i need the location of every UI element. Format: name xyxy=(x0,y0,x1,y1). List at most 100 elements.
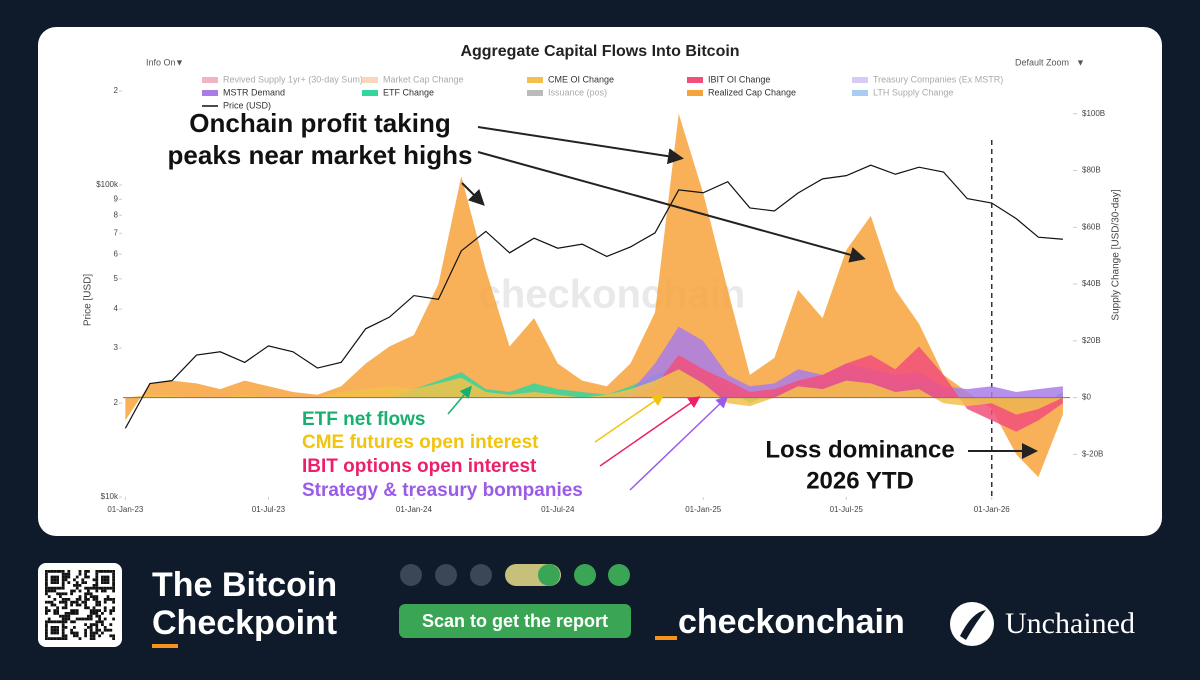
y-tick-label: 2 xyxy=(114,398,119,407)
qr-module xyxy=(89,586,93,590)
qr-module xyxy=(70,631,73,635)
legend-label[interactable]: Realized Cap Change xyxy=(708,87,796,97)
qr-module xyxy=(101,575,104,579)
qr-module xyxy=(47,620,51,624)
qr-module xyxy=(81,600,85,604)
qr-module xyxy=(89,631,93,635)
legend-label[interactable]: Price (USD) xyxy=(223,100,271,110)
zoom-toggle[interactable]: Default Zoom xyxy=(1015,57,1069,67)
legend-swatch xyxy=(527,90,543,96)
qr-module xyxy=(95,628,99,632)
qr-module xyxy=(84,628,87,632)
y-tick-label: 3 xyxy=(114,343,119,352)
qr-module xyxy=(89,614,93,618)
legend-swatch xyxy=(687,90,703,96)
qr-module xyxy=(61,634,65,638)
button-label[interactable]: Scan to get the report xyxy=(422,611,608,631)
qr-module xyxy=(45,626,48,629)
qr-module xyxy=(53,620,57,624)
progress-dots xyxy=(400,564,630,586)
annotation: Loss dominance xyxy=(765,436,954,463)
qr-module xyxy=(61,606,65,610)
qr-module xyxy=(64,620,68,624)
qr-module xyxy=(81,578,85,582)
qr-module xyxy=(95,589,99,593)
arrow xyxy=(477,151,866,263)
arrow xyxy=(594,394,665,443)
qr-module xyxy=(56,628,59,632)
qr-module xyxy=(95,586,99,590)
qr-module xyxy=(61,578,65,582)
qr-module xyxy=(101,620,104,624)
qr-module xyxy=(106,586,110,590)
qr-module xyxy=(67,612,71,615)
info-toggle[interactable]: Info On xyxy=(146,57,176,67)
legend-label[interactable]: Market Cap Change xyxy=(383,74,464,84)
report-button[interactable] xyxy=(399,604,631,638)
qr-module xyxy=(95,623,99,626)
qr-module xyxy=(106,578,110,582)
annotation: Onchain profit taking xyxy=(189,108,450,138)
qr-module xyxy=(53,637,57,640)
qr-module xyxy=(47,595,51,598)
qr-module xyxy=(45,592,48,596)
dot xyxy=(400,564,422,586)
qr-module xyxy=(61,572,65,576)
qr-module xyxy=(73,626,76,629)
qr-module xyxy=(47,600,51,604)
legend-label[interactable]: MSTR Demand xyxy=(223,87,285,97)
chart-title: Aggregate Capital Flows Into Bitcoin xyxy=(460,43,739,60)
qr-module xyxy=(89,634,93,638)
qr-module xyxy=(112,572,115,576)
legend-label[interactable]: Treasury Companies (Ex MSTR) xyxy=(873,74,1003,84)
qr-module xyxy=(92,623,96,626)
qr-module xyxy=(101,578,104,582)
qr-module xyxy=(106,595,110,598)
qr-module xyxy=(98,600,101,604)
qr-module xyxy=(78,617,82,621)
legend-label[interactable]: Issuance (pos) xyxy=(548,87,607,97)
qr-module xyxy=(45,584,48,587)
dot xyxy=(470,564,492,586)
y2-tick-label: $100B xyxy=(1082,109,1105,118)
legend-label[interactable]: Revived Supply 1yr+ (30-day Sum) xyxy=(223,74,363,84)
legend-label[interactable]: CME OI Change xyxy=(548,74,614,84)
accent xyxy=(152,644,178,648)
x-tick-label: 01-Jul-24 xyxy=(541,505,575,514)
qr-module xyxy=(64,606,68,610)
qr-module xyxy=(98,614,101,618)
annotation: 2026 YTD xyxy=(806,467,914,494)
legend-label[interactable]: ETF Change xyxy=(383,87,434,97)
y2-axis-title: Supply Change [USD/30-day] xyxy=(1111,189,1122,320)
annotations: Onchain profit taking peaks near market … xyxy=(168,108,1038,501)
qr-module xyxy=(45,600,48,604)
qr-module xyxy=(56,581,59,584)
qr-module xyxy=(45,570,48,573)
annotation: Strategy & treasury bompanies xyxy=(302,480,583,501)
qr-module xyxy=(84,617,87,621)
qr-module xyxy=(109,623,113,626)
qr-module xyxy=(56,620,59,624)
legend-label[interactable]: LTH Supply Change xyxy=(873,87,953,97)
qr-module xyxy=(84,603,87,607)
qr-module xyxy=(109,634,113,638)
qr-module xyxy=(50,586,54,590)
y2-tick-label: $20B xyxy=(1082,336,1101,345)
qr-module xyxy=(95,603,99,607)
qr-module xyxy=(87,570,90,573)
qr-module xyxy=(81,581,85,584)
y-tick-label: $100k xyxy=(96,180,119,189)
qr-module xyxy=(89,626,93,629)
annotation: peaks near market highs xyxy=(168,140,473,170)
qr-module xyxy=(103,617,107,621)
qr-module xyxy=(53,578,57,582)
qr-module xyxy=(45,631,48,635)
qr-module xyxy=(84,586,87,590)
y-tick-label: 7 xyxy=(114,228,119,237)
qr-module xyxy=(103,586,107,590)
qr-module xyxy=(67,581,71,584)
qr-module xyxy=(92,595,96,598)
annotation: ETF net flows xyxy=(302,409,426,430)
qr-module xyxy=(45,578,48,582)
legend-label[interactable]: IBIT OI Change xyxy=(708,74,770,84)
